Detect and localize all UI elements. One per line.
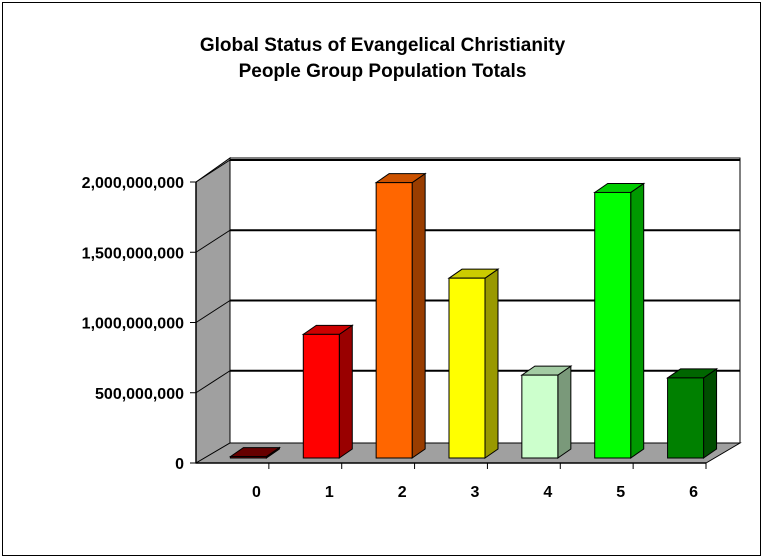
chart-title-line-2: People Group Population Totals <box>238 61 527 82</box>
y-tick-label: 2,000,000,000 <box>82 175 184 192</box>
chart-title-line-1: Global Status of Evangelical Christianit… <box>199 35 566 56</box>
bar-front <box>229 456 267 459</box>
y-tick-label: 1,500,000,000 <box>82 245 184 262</box>
bar-6 <box>665 367 719 459</box>
x-tick-label: 0 <box>252 484 261 501</box>
y-tick-label: 500,000,000 <box>95 386 184 403</box>
y-tick-label: 1,000,000,000 <box>82 316 184 333</box>
bar-front <box>302 333 340 459</box>
gridline-side <box>195 300 231 323</box>
gridline-side <box>195 229 231 253</box>
bar-1 <box>301 324 354 459</box>
x-axis-ticks: 0 1 2 3 4 5 6 <box>196 462 707 501</box>
x-tick-label: 3 <box>471 484 480 501</box>
bar-front <box>375 182 413 459</box>
bar-2 <box>374 172 427 459</box>
bar-front <box>667 377 705 459</box>
x-tick-label: 2 <box>398 484 407 501</box>
bars <box>228 172 719 459</box>
bar-front <box>594 191 632 459</box>
x-tick-label: 1 <box>325 484 334 501</box>
side-wall <box>195 157 231 464</box>
bar-side <box>411 172 426 459</box>
bar-0 <box>228 446 282 459</box>
bar-side <box>557 365 572 459</box>
y-axis-ticks: 0 500,000,000 1,000,000,000 1,500,000,000 2,… <box>82 175 197 473</box>
bar-5 <box>593 182 646 459</box>
bar-side <box>703 367 718 459</box>
gridline-side <box>195 159 231 183</box>
bar-4 <box>520 365 573 459</box>
x-tick-label: 6 <box>689 484 698 501</box>
bar-front <box>448 277 486 459</box>
x-tick-label: 4 <box>543 484 552 501</box>
y-tick-label: 0 <box>175 456 184 473</box>
bar-3 <box>447 268 500 459</box>
bar-side <box>630 182 645 459</box>
bar-side <box>338 324 353 459</box>
x-tick-label: 5 <box>616 484 625 501</box>
bar-side <box>484 268 499 459</box>
gridline-side <box>195 370 231 394</box>
bar-front <box>521 374 559 459</box>
